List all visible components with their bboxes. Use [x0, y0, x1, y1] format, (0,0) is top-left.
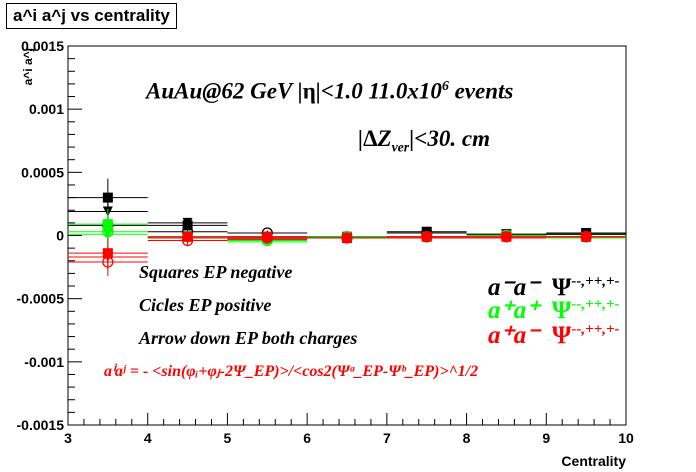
axes: 3 4 5 6 7 8 9 10 -0.0015 -0.001 -0.0005 0 0.0005 0.00…: [17, 38, 634, 446]
x-tick-label: 6: [303, 430, 311, 446]
data-point: [546, 231, 626, 243]
annotation-dataset: AuAu@62 GeV |η|<1.0 11.0x106 events: [146, 78, 514, 104]
legend-squares: Squares EP negative: [139, 262, 293, 282]
data-point: [307, 232, 387, 244]
data-marks: [68, 178, 626, 276]
data-point: [466, 231, 547, 243]
y-tick-label: 0.0015: [21, 38, 64, 54]
circle-marker: [500, 231, 513, 243]
y-tick-label: -0.0015: [17, 417, 65, 433]
formula-annotation: aⁱaʲ = - <sin(φᵢ+φⱼ-2Ψ_EP)>/<cos2(Ψᵃ_EP-…: [104, 363, 479, 380]
x-tick-label: 4: [144, 430, 152, 446]
data-point: [147, 234, 228, 247]
x-tick-label: 9: [542, 430, 550, 446]
legend-circles: Cicles EP positive: [139, 295, 272, 315]
circle-marker: [181, 234, 194, 247]
y-tick-label: -0.001: [24, 354, 64, 370]
x-tick-label: 7: [383, 430, 391, 446]
y-tick-label: 0.0005: [21, 164, 64, 180]
x-axis-label: Centrality: [561, 453, 626, 469]
annotation-zvertex: |ΔZver|<30. cm: [358, 126, 490, 155]
triangle-down-marker: [182, 217, 193, 228]
circle-marker: [421, 231, 433, 243]
chart-title: a^i a^j vs centrality: [6, 3, 177, 29]
circle-marker: [102, 256, 114, 268]
circle-marker: [102, 226, 114, 238]
data-point: [227, 232, 308, 244]
y-tick-label: 0.001: [29, 101, 64, 117]
x-tick-label: 8: [463, 430, 471, 446]
y-tick-label: -0.0005: [17, 291, 65, 307]
label-plus-plus: a⁺a⁺ Ψ--,++,+-: [488, 296, 620, 324]
y-axis-label: a^i a^j: [21, 48, 35, 85]
circle-marker: [580, 231, 592, 243]
y-tick-label: 0: [56, 228, 64, 244]
label-plus-minus: a⁺a⁻ Ψ--,++,+-: [488, 321, 620, 349]
circle-marker: [341, 232, 353, 244]
circle-marker: [261, 232, 273, 244]
data-point: [386, 231, 467, 243]
label-minus-minus: a⁻a⁻ Ψ--,++,+-: [488, 273, 620, 301]
data-point: [68, 248, 148, 276]
legend-arrow: Arrow down EP both charges: [139, 328, 358, 348]
x-tick-label: 5: [224, 430, 232, 446]
x-tick-label: 10: [618, 430, 634, 446]
x-tick-label: 3: [64, 430, 72, 446]
